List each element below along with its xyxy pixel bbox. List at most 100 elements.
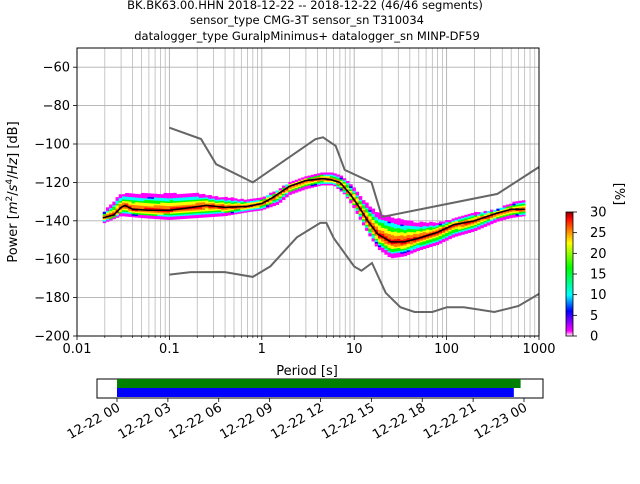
histogram-cell xyxy=(400,253,404,256)
histogram-cell xyxy=(157,206,161,209)
histogram-cell xyxy=(473,218,478,221)
histogram-cell xyxy=(409,243,414,246)
histogram-cell xyxy=(486,220,491,223)
histogram-cell xyxy=(381,227,385,230)
histogram-cell xyxy=(214,209,219,213)
histogram-cell xyxy=(109,210,113,213)
histogram-cell xyxy=(377,212,382,215)
histogram-cell xyxy=(413,242,417,245)
histogram-cell xyxy=(406,246,411,249)
histogram-cell xyxy=(333,184,337,187)
histogram-cell xyxy=(390,223,395,226)
histogram-cell xyxy=(374,235,379,238)
histogram-cell xyxy=(169,206,174,210)
histogram-cell xyxy=(249,201,254,205)
histogram-cell xyxy=(118,211,123,214)
histogram-cell xyxy=(390,252,395,256)
histogram-cell xyxy=(397,232,401,235)
histogram-cell xyxy=(275,199,280,202)
histogram-cell xyxy=(515,207,520,210)
histogram-cell xyxy=(217,211,222,214)
histogram-cell xyxy=(112,203,116,206)
histogram-cell xyxy=(349,198,353,201)
histogram-cell xyxy=(339,178,344,181)
histogram-cell xyxy=(493,220,497,223)
histogram-cell xyxy=(358,203,363,206)
histogram-cell xyxy=(336,186,340,189)
histogram-cell xyxy=(176,194,180,197)
histogram-cell xyxy=(406,229,411,232)
histogram-cell xyxy=(195,198,200,202)
histogram-cell xyxy=(499,207,504,210)
histogram-cell xyxy=(256,207,260,210)
histogram-cell xyxy=(153,193,158,196)
histogram-cell xyxy=(201,210,206,214)
histogram-cell xyxy=(233,201,238,204)
histogram-cell xyxy=(182,210,187,213)
histogram-cell xyxy=(237,202,241,205)
histogram-cell xyxy=(179,212,184,215)
histogram-cell xyxy=(166,199,171,202)
histogram-cell xyxy=(435,238,440,241)
histogram-cell xyxy=(259,203,264,206)
histogram-cell xyxy=(496,208,500,211)
histogram-cell xyxy=(438,221,443,224)
histogram-cell xyxy=(163,217,168,220)
histogram-cell xyxy=(441,233,446,237)
histogram-cell xyxy=(137,194,142,197)
timeline-tick-label: 12-23 00 xyxy=(472,400,530,442)
histogram-cell xyxy=(400,237,404,240)
histogram-cell xyxy=(381,219,385,222)
histogram-cell xyxy=(486,217,491,220)
histogram-cell xyxy=(214,206,219,210)
histogram-cell xyxy=(185,202,190,205)
histogram-cell xyxy=(368,226,372,229)
histogram-cell xyxy=(473,213,478,216)
histogram-cell xyxy=(310,182,315,185)
histogram-cell xyxy=(493,211,497,214)
histogram-cell xyxy=(454,222,459,225)
histogram-cell xyxy=(192,194,196,197)
histogram-cell xyxy=(451,218,456,221)
histogram-cell xyxy=(294,187,299,190)
histogram-cell xyxy=(390,249,395,253)
histogram-cell xyxy=(179,203,184,206)
histogram-cell xyxy=(371,222,376,225)
histogram-cell xyxy=(406,248,411,251)
histogram-cell xyxy=(454,225,459,228)
histogram-cell xyxy=(371,228,376,231)
histogram-cell xyxy=(374,244,379,247)
histogram-cell xyxy=(275,191,280,195)
histogram-cell xyxy=(211,211,216,214)
histogram-cell xyxy=(185,196,190,199)
histogram-cell xyxy=(381,231,385,234)
histogram-cell xyxy=(448,221,452,224)
histogram-cell xyxy=(384,240,388,243)
histogram-cell xyxy=(230,208,235,211)
histogram-cell xyxy=(521,203,526,206)
histogram-cell xyxy=(134,209,139,212)
histogram-cell xyxy=(445,227,449,230)
histogram-cell xyxy=(467,223,472,226)
histogram-cell xyxy=(381,250,385,253)
histogram-cell xyxy=(144,216,148,219)
histogram-cell xyxy=(112,206,116,209)
histogram-cell xyxy=(358,199,363,202)
histogram-cell xyxy=(307,177,312,180)
histogram-cell xyxy=(419,223,424,226)
histogram-cell xyxy=(425,227,430,230)
histogram-cell xyxy=(448,229,452,232)
histogram-cell xyxy=(384,246,388,249)
histogram-cell xyxy=(432,240,436,243)
histogram-cell xyxy=(397,255,401,258)
histogram-cell xyxy=(403,249,408,252)
histogram-cell xyxy=(243,202,248,206)
histogram-cell xyxy=(317,173,321,176)
histogram-cell xyxy=(166,205,171,208)
histogram-cell xyxy=(166,202,171,205)
histogram-cell xyxy=(233,207,238,210)
histogram-cell xyxy=(310,177,315,181)
histogram-cell xyxy=(192,200,196,203)
histogram-cell xyxy=(217,203,222,206)
histogram-cell xyxy=(358,200,363,203)
